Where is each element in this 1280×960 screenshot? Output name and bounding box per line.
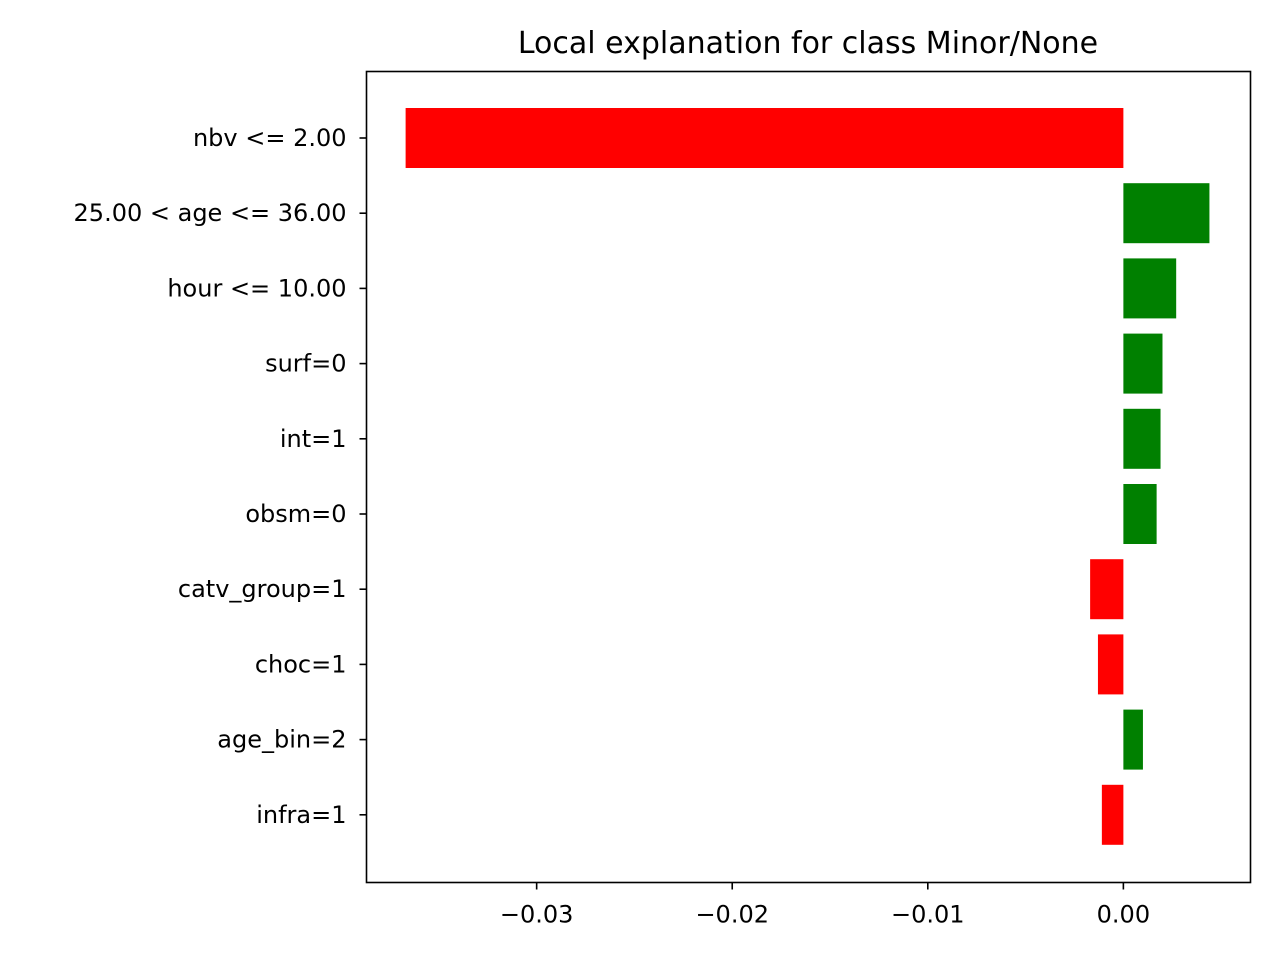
x-tick-label-0: −0.03 [500, 901, 574, 929]
y-tick-label-8: age_bin=2 [217, 726, 346, 754]
bar-0 [405, 108, 1124, 168]
bar-7 [1097, 634, 1124, 695]
y-tick-label-9: infra=1 [256, 801, 346, 829]
y-tick-label-0: nbv <= 2.00 [193, 124, 347, 152]
x-tick-label-3: 0.00 [1097, 901, 1150, 929]
y-tick-label-2: hour <= 10.00 [167, 274, 346, 302]
bar-3 [1123, 333, 1163, 394]
x-tick-label-1: −0.02 [695, 901, 769, 929]
y-tick-label-3: surf=0 [265, 350, 346, 378]
bar-9 [1101, 784, 1124, 845]
y-tick-label-4: int=1 [280, 425, 347, 453]
bar-5 [1123, 484, 1157, 544]
y-tick-label-1: 25.00 < age <= 36.00 [74, 199, 347, 227]
plot-frame [365, 70, 1252, 884]
y-tick-label-6: catv_group=1 [178, 575, 347, 603]
bar-6 [1090, 559, 1124, 620]
bar-2 [1123, 258, 1177, 319]
chart-title: Local explanation for class Minor/None [518, 26, 1098, 61]
y-axis-ticks: nbv <= 2.00 25.00 < age <= 36.00 hour <= 1… [74, 124, 367, 829]
x-axis-ticks: −0.03 −0.02 −0.01 0.00 [500, 882, 1150, 929]
x-tick-label-2: −0.01 [891, 901, 965, 929]
bars-layer [405, 108, 1210, 845]
y-tick-label-5: obsm=0 [245, 500, 346, 528]
y-tick-label-7: choc=1 [255, 650, 347, 678]
bar-8 [1123, 709, 1143, 770]
bar-4 [1123, 408, 1161, 469]
bar-1 [1123, 183, 1210, 244]
